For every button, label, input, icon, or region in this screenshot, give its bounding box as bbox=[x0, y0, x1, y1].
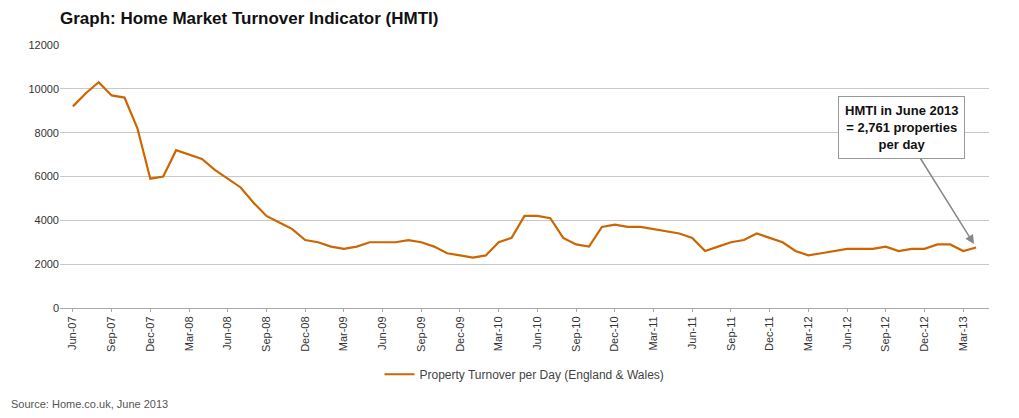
svg-text:Mar-09: Mar-09 bbox=[337, 316, 349, 351]
svg-text:Mar-12: Mar-12 bbox=[802, 316, 814, 351]
svg-text:6000: 6000 bbox=[35, 170, 59, 182]
svg-text:Dec-09: Dec-09 bbox=[454, 316, 466, 351]
svg-text:10000: 10000 bbox=[28, 83, 59, 95]
svg-text:Dec-07: Dec-07 bbox=[144, 316, 156, 351]
svg-text:2000: 2000 bbox=[35, 258, 59, 270]
svg-text:Sep-08: Sep-08 bbox=[260, 316, 272, 351]
svg-text:Property Turnover per Day (Eng: Property Turnover per Day (England & Wal… bbox=[420, 368, 664, 382]
svg-text:Jun-10: Jun-10 bbox=[531, 316, 543, 350]
svg-text:4000: 4000 bbox=[35, 214, 59, 226]
svg-text:Dec-12: Dec-12 bbox=[918, 316, 930, 351]
svg-text:Jun-07: Jun-07 bbox=[66, 316, 78, 350]
svg-text:Jun-11: Jun-11 bbox=[686, 316, 698, 349]
svg-text:Jun-09: Jun-09 bbox=[376, 316, 388, 350]
svg-text:Mar-08: Mar-08 bbox=[183, 316, 195, 351]
svg-text:HMTI in June 2013= 2,761 prope: HMTI in June 2013= 2,761 propertiesper d… bbox=[845, 103, 958, 152]
svg-text:Mar-11: Mar-11 bbox=[647, 316, 659, 350]
svg-text:Jun-12: Jun-12 bbox=[841, 316, 853, 350]
svg-text:Source: Home.co.uk, June 2013: Source: Home.co.uk, June 2013 bbox=[11, 398, 168, 410]
svg-text:Sep-12: Sep-12 bbox=[879, 316, 891, 351]
svg-text:Dec-11: Dec-11 bbox=[763, 316, 775, 351]
svg-text:Sep-11: Sep-11 bbox=[725, 316, 737, 351]
svg-text:12000: 12000 bbox=[28, 39, 59, 51]
svg-text:Sep-07: Sep-07 bbox=[105, 316, 117, 351]
svg-text:8000: 8000 bbox=[35, 127, 59, 139]
svg-text:Sep-09: Sep-09 bbox=[415, 316, 427, 351]
svg-text:Dec-10: Dec-10 bbox=[608, 316, 620, 351]
svg-text:Dec-08: Dec-08 bbox=[299, 316, 311, 351]
svg-text:Sep-10: Sep-10 bbox=[570, 316, 582, 351]
svg-text:0: 0 bbox=[53, 302, 59, 314]
svg-text:Jun-08: Jun-08 bbox=[221, 316, 233, 350]
svg-text:Graph: Home Market Turnover In: Graph: Home Market Turnover Indicator (H… bbox=[60, 9, 438, 28]
svg-text:Mar-13: Mar-13 bbox=[957, 316, 969, 351]
svg-text:Mar-10: Mar-10 bbox=[492, 316, 504, 351]
